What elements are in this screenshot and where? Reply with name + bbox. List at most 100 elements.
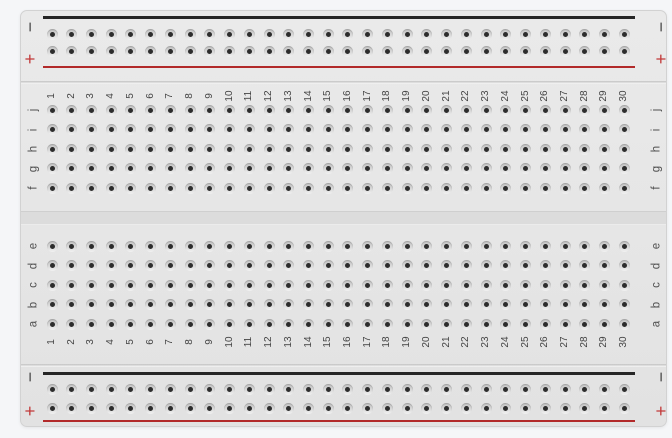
- top-rail-minus-hole-29[interactable]: [598, 28, 610, 40]
- hole-a-15[interactable]: [322, 318, 334, 330]
- hole-d-11[interactable]: [243, 260, 255, 272]
- hole-c-25[interactable]: [520, 279, 532, 291]
- top-rail-plus-hole-21[interactable]: [441, 45, 453, 57]
- hole-a-30[interactable]: [618, 318, 630, 330]
- hole-g-26[interactable]: [539, 163, 551, 175]
- hole-f-22[interactable]: [460, 182, 472, 194]
- hole-j-18[interactable]: [381, 104, 393, 116]
- hole-i-8[interactable]: [184, 124, 196, 136]
- top-rail-minus-hole-12[interactable]: [263, 28, 275, 40]
- bottom-rail-minus-hole-2[interactable]: [66, 383, 78, 395]
- hole-i-30[interactable]: [618, 124, 630, 136]
- bottom-rail-plus-hole-18[interactable]: [381, 402, 393, 414]
- bottom-rail-plus-hole-3[interactable]: [85, 402, 97, 414]
- hole-e-15[interactable]: [322, 240, 334, 252]
- bottom-rail-plus-hole-24[interactable]: [500, 402, 512, 414]
- bottom-rail-plus-hole-16[interactable]: [342, 402, 354, 414]
- bottom-rail-minus-hole-18[interactable]: [381, 383, 393, 395]
- hole-c-23[interactable]: [480, 279, 492, 291]
- hole-h-22[interactable]: [460, 143, 472, 155]
- hole-i-3[interactable]: [85, 124, 97, 136]
- hole-g-2[interactable]: [66, 163, 78, 175]
- hole-b-8[interactable]: [184, 299, 196, 311]
- top-rail-plus-hole-3[interactable]: [85, 45, 97, 57]
- hole-b-30[interactable]: [618, 299, 630, 311]
- hole-e-1[interactable]: [46, 240, 58, 252]
- bottom-rail-minus-hole-14[interactable]: [303, 383, 314, 395]
- bottom-rail-minus-hole-13[interactable]: [283, 383, 295, 395]
- hole-j-6[interactable]: [145, 104, 157, 116]
- top-rail-plus-hole-15[interactable]: [322, 45, 334, 57]
- hole-g-10[interactable]: [224, 163, 236, 175]
- top-rail-minus-hole-17[interactable]: [362, 28, 374, 40]
- hole-i-23[interactable]: [480, 124, 492, 136]
- hole-e-9[interactable]: [204, 240, 216, 252]
- hole-i-11[interactable]: [243, 124, 255, 136]
- top-rail-plus-hole-4[interactable]: [105, 45, 117, 57]
- hole-e-8[interactable]: [184, 240, 196, 252]
- hole-f-1[interactable]: [46, 182, 58, 194]
- hole-c-28[interactable]: [579, 279, 591, 291]
- hole-c-17[interactable]: [362, 279, 374, 291]
- hole-i-27[interactable]: [559, 124, 571, 136]
- top-rail-minus-hole-19[interactable]: [401, 28, 413, 40]
- hole-i-20[interactable]: [421, 124, 433, 136]
- bottom-rail-minus-hole-19[interactable]: [401, 383, 413, 395]
- hole-d-14[interactable]: [303, 260, 314, 272]
- bottom-rail-minus-hole-7[interactable]: [164, 383, 176, 395]
- hole-j-24[interactable]: [500, 104, 512, 116]
- hole-g-1[interactable]: [46, 163, 58, 175]
- top-rail-minus-hole-23[interactable]: [480, 28, 492, 40]
- hole-i-19[interactable]: [401, 124, 413, 136]
- hole-e-5[interactable]: [125, 240, 137, 252]
- top-rail-plus-hole-7[interactable]: [164, 45, 176, 57]
- hole-c-18[interactable]: [381, 279, 393, 291]
- hole-j-27[interactable]: [559, 104, 571, 116]
- top-rail-plus-hole-10[interactable]: [224, 45, 236, 57]
- bottom-rail-plus-hole-4[interactable]: [105, 402, 117, 414]
- hole-b-5[interactable]: [125, 299, 137, 311]
- bottom-rail-plus-hole-2[interactable]: [66, 402, 78, 414]
- hole-h-23[interactable]: [480, 143, 492, 155]
- top-rail-minus-hole-2[interactable]: [66, 28, 78, 40]
- hole-j-7[interactable]: [164, 104, 176, 116]
- top-rail-plus-hole-25[interactable]: [520, 45, 532, 57]
- hole-h-26[interactable]: [539, 143, 551, 155]
- hole-g-17[interactable]: [362, 163, 374, 175]
- hole-i-13[interactable]: [283, 124, 295, 136]
- hole-b-22[interactable]: [460, 299, 472, 311]
- bottom-rail-plus-hole-7[interactable]: [164, 402, 176, 414]
- hole-d-3[interactable]: [85, 260, 97, 272]
- bottom-rail-minus-hole-30[interactable]: [618, 383, 630, 395]
- hole-b-9[interactable]: [204, 299, 216, 311]
- hole-e-23[interactable]: [480, 240, 492, 252]
- top-rail-minus-hole-1[interactable]: [46, 28, 58, 40]
- hole-f-8[interactable]: [184, 182, 196, 194]
- hole-e-24[interactable]: [500, 240, 512, 252]
- hole-i-18[interactable]: [381, 124, 393, 136]
- hole-j-26[interactable]: [539, 104, 551, 116]
- bottom-rail-plus-hole-25[interactable]: [520, 402, 532, 414]
- hole-h-7[interactable]: [164, 143, 176, 155]
- hole-e-16[interactable]: [342, 240, 354, 252]
- hole-j-9[interactable]: [204, 104, 216, 116]
- hole-h-28[interactable]: [579, 143, 591, 155]
- hole-g-16[interactable]: [342, 163, 354, 175]
- hole-j-19[interactable]: [401, 104, 413, 116]
- hole-f-2[interactable]: [66, 182, 78, 194]
- bottom-rail-minus-hole-27[interactable]: [559, 383, 571, 395]
- hole-j-30[interactable]: [618, 104, 630, 116]
- bottom-rail-minus-hole-1[interactable]: [46, 383, 58, 395]
- hole-d-10[interactable]: [224, 260, 236, 272]
- top-rail-minus-hole-18[interactable]: [381, 28, 393, 40]
- hole-c-6[interactable]: [145, 279, 157, 291]
- hole-b-6[interactable]: [145, 299, 157, 311]
- bottom-rail-minus-hole-24[interactable]: [500, 383, 512, 395]
- hole-b-26[interactable]: [539, 299, 551, 311]
- bottom-rail-plus-hole-28[interactable]: [579, 402, 591, 414]
- top-rail-plus-hole-30[interactable]: [618, 45, 630, 57]
- hole-e-7[interactable]: [164, 240, 176, 252]
- hole-i-9[interactable]: [204, 124, 216, 136]
- hole-c-7[interactable]: [164, 279, 176, 291]
- hole-j-14[interactable]: [303, 104, 314, 116]
